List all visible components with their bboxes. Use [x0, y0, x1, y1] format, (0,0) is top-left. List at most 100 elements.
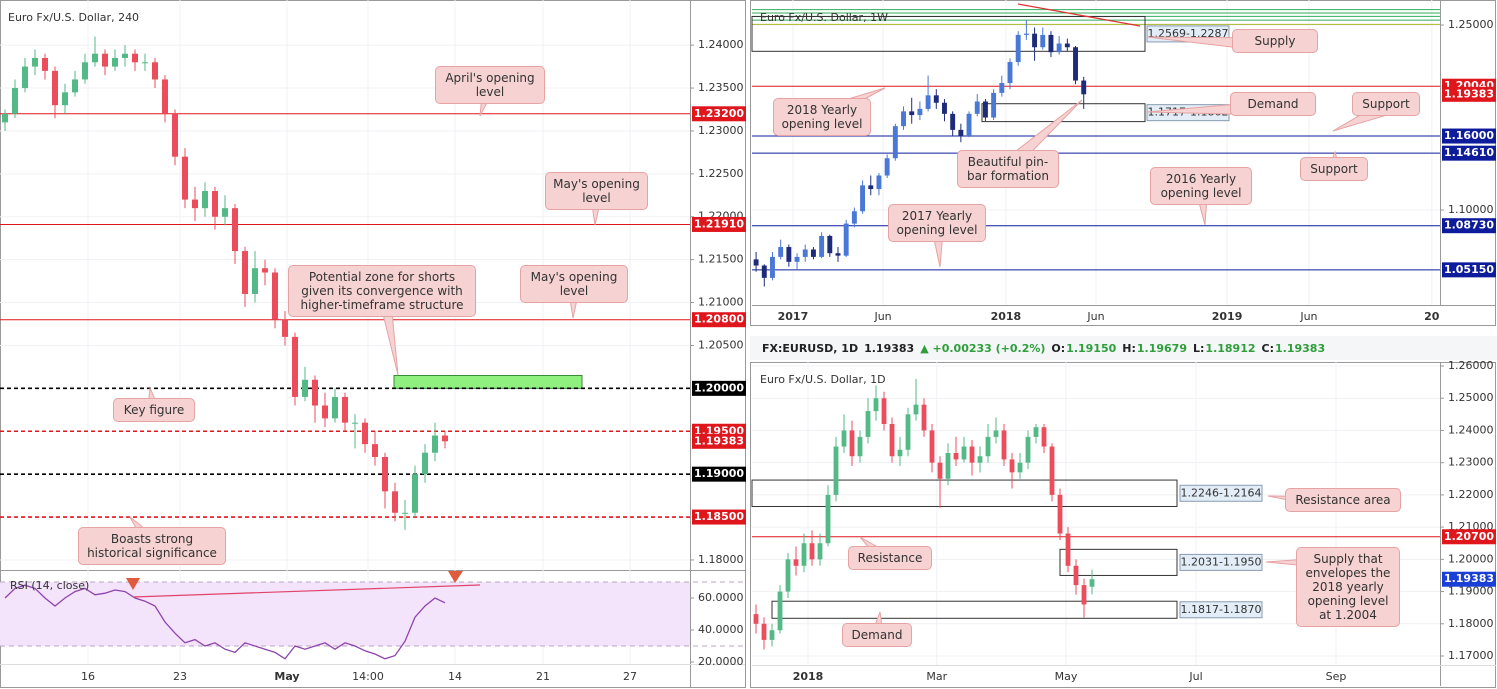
callout: Supply that envelopes the 2018 yearly op… — [1296, 547, 1400, 627]
x-tick-label: 16 — [81, 670, 95, 683]
callout: Supply — [1232, 29, 1318, 53]
candle-body — [152, 62, 158, 80]
x-tick-label: May — [274, 670, 299, 683]
zone-label: 1.1817-1.1870 — [1181, 603, 1262, 616]
candle-body — [302, 379, 308, 397]
candle-body — [833, 446, 839, 495]
candle-body — [222, 208, 228, 217]
candle-body — [292, 336, 298, 397]
y-tick-label: 1.24000 — [698, 38, 744, 51]
candle-body — [1048, 34, 1054, 53]
candle-body — [827, 235, 833, 254]
header-part: 1.19383 — [1275, 342, 1325, 355]
level-price-box — [692, 380, 746, 396]
y-tick-label: 1.22500 — [698, 167, 744, 180]
header-part: H: — [1122, 342, 1136, 355]
candle-body — [810, 249, 816, 257]
candle-body — [761, 623, 767, 640]
callout: Resistance area — [1285, 488, 1401, 512]
candle-body — [969, 446, 975, 463]
candle-body — [825, 494, 831, 544]
candle-body — [32, 58, 38, 67]
level-price-label: 1.20700 — [1444, 530, 1494, 543]
callout: Support — [1300, 157, 1368, 181]
x-tick-label: 27 — [623, 670, 637, 683]
candle-body — [1089, 579, 1095, 587]
candle-body — [881, 398, 887, 424]
candle-body — [1064, 43, 1070, 48]
level-price-label: 1.20800 — [694, 313, 744, 326]
candle-body — [1041, 427, 1047, 447]
trend-line — [1017, 3, 1141, 27]
candle-body — [342, 396, 348, 423]
candle-body — [252, 268, 258, 294]
candle-body — [942, 102, 947, 114]
candle-body — [785, 559, 791, 592]
candle-body — [794, 256, 800, 262]
candle-body — [262, 268, 268, 273]
zone-label-box — [1179, 601, 1263, 619]
callout: Key figure — [113, 398, 195, 422]
level-price-box — [692, 433, 746, 449]
candle-body — [392, 491, 398, 513]
rsi-line — [4, 584, 446, 660]
y-tick-label: 1.21000 — [698, 296, 744, 309]
level-price-box — [1442, 571, 1496, 587]
x-tick-label: Jun — [1299, 310, 1317, 323]
header-part: 1.19383 — [864, 342, 914, 355]
candle-body — [402, 512, 408, 514]
callout: Boasts strong historical significance — [78, 527, 226, 565]
level-price-label: 1.18500 — [694, 510, 744, 523]
y-tick-label: 1.23000 — [1448, 456, 1494, 469]
candle-body — [770, 256, 775, 278]
callout: Potential zone for shorts given its conv… — [288, 265, 476, 317]
zone — [393, 374, 583, 389]
candle-body — [958, 129, 964, 137]
level-price-box — [1442, 218, 1496, 234]
zone — [771, 600, 1178, 619]
level-price-label: 1.23200 — [694, 107, 744, 120]
header-part: 1.18912 — [1205, 342, 1255, 355]
candle-body — [778, 247, 784, 257]
candle-body — [1073, 47, 1078, 81]
symbol-header: FX:EURUSD, 1D 1.19383 ▲ +0.00233 (+0.2%) O:… — [762, 342, 1325, 355]
y-tick-label: 1.23500 — [698, 81, 744, 94]
candle-body — [132, 53, 138, 63]
candle-body — [142, 62, 148, 64]
candle-body — [849, 430, 855, 457]
candle-body — [352, 422, 358, 424]
x-tick-label: 20 — [1424, 310, 1440, 323]
zone-label-box — [1179, 484, 1263, 502]
zone-label: 1.2246-1.2164 — [1181, 486, 1262, 499]
candle-body — [332, 396, 338, 419]
candle-body — [1057, 494, 1063, 534]
chart-title: RSI (14, close) — [10, 579, 89, 592]
y-tick-label: 1.10000 — [1448, 203, 1494, 216]
candle-body — [966, 113, 972, 137]
y-tick-label: 1.21500 — [698, 253, 744, 266]
candle-body — [876, 175, 882, 190]
y-tick-label: 1.17000 — [1448, 649, 1494, 662]
level-price-label: 1.19383 — [694, 434, 744, 447]
candle-body — [2, 113, 8, 123]
rsi-trend-line — [132, 584, 481, 598]
candle-body — [102, 53, 108, 67]
candle-body — [312, 379, 318, 406]
x-tick-label: 2019 — [1212, 310, 1243, 323]
candle-body — [905, 414, 911, 450]
candle-body — [202, 191, 208, 209]
callout: Support — [1352, 92, 1420, 116]
candle-body — [372, 444, 378, 457]
candle-body — [921, 404, 927, 431]
candle-body — [868, 185, 874, 190]
candle-body — [929, 430, 935, 463]
x-tick-label: Jun — [873, 310, 891, 323]
y-tick-label: 1.18000 — [698, 553, 744, 566]
candle-body — [801, 543, 807, 566]
rsi-band — [0, 582, 690, 646]
y-tick-label: 40.0000 — [698, 623, 744, 636]
x-tick-label: 2017 — [778, 310, 809, 323]
y-tick-label: 1.26000 — [1448, 359, 1494, 372]
panel-frame — [750, 362, 1496, 688]
